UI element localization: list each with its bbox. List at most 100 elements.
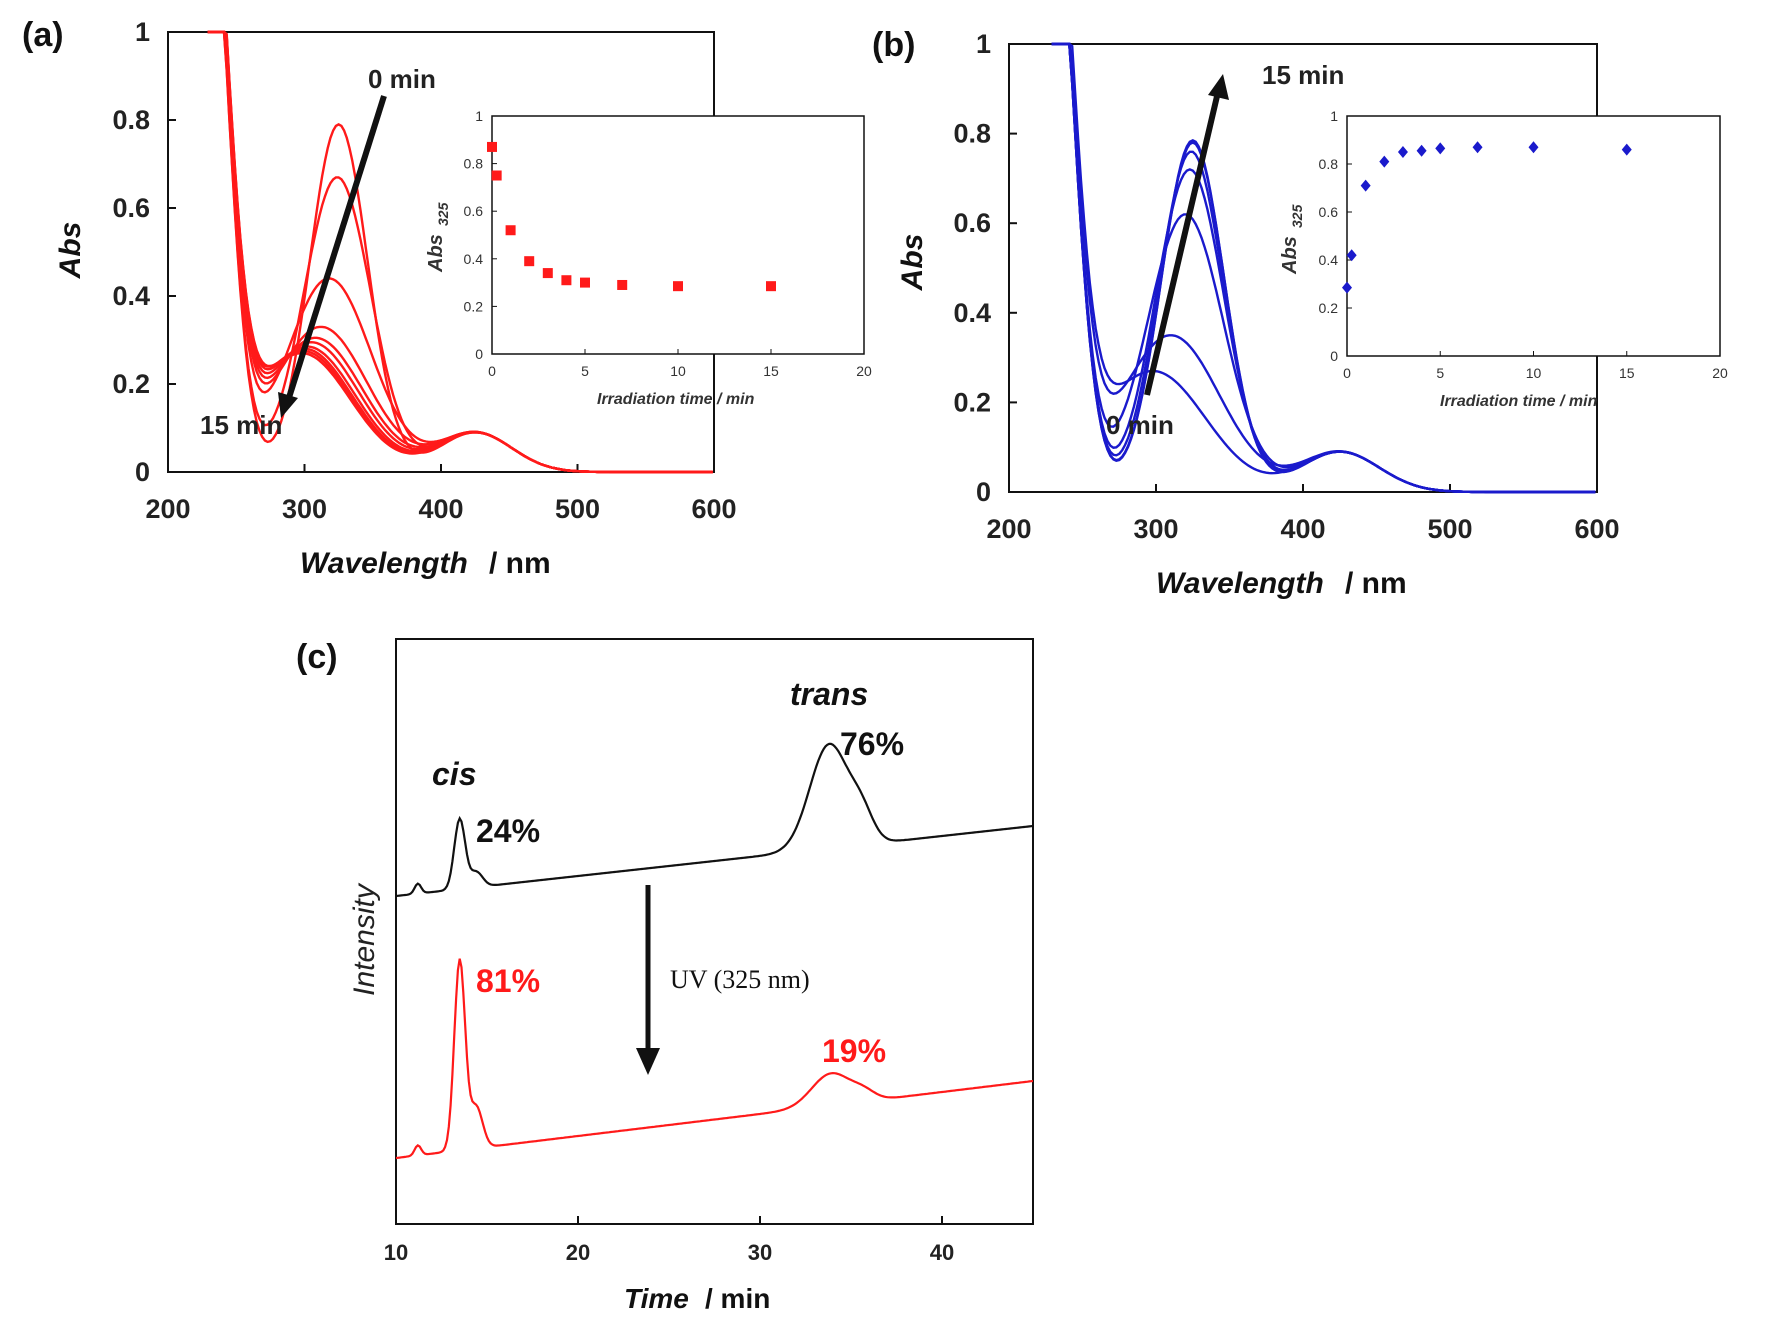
inset-data-point	[524, 256, 535, 267]
y-tick-label: 1	[135, 17, 150, 47]
panel-b-inset-y-title: Abs	[1279, 236, 1301, 275]
panel-a-arrow-start-label: 0 min	[368, 64, 436, 94]
x-tick-label: 600	[1574, 514, 1619, 544]
inset-y-tick-label: 0	[475, 346, 483, 362]
inset-x-tick-label: 0	[488, 363, 496, 379]
trans-label: trans	[790, 676, 868, 712]
x-tick-label: 400	[1280, 514, 1325, 544]
panel-a-inset-points	[487, 141, 776, 292]
y-tick-label: 0	[135, 457, 150, 487]
inset-data-point	[1397, 146, 1408, 158]
panel-a-y-ticks: 0 0.2 0.4 0.6 0.8 1	[112, 17, 176, 487]
y-tick-label: 0.4	[953, 298, 991, 328]
inset-y-tick-label: 1	[1330, 108, 1338, 124]
inset-x-tick-label: 15	[763, 363, 779, 379]
inset-data-point	[1528, 141, 1539, 154]
panel-b-spectra	[1051, 42, 1596, 494]
inset-y-tick-label: 0.2	[464, 298, 484, 314]
inset-data-point	[617, 279, 628, 290]
panel-c-x-ticks: 10 20 30 40	[384, 1216, 954, 1265]
inset-data-point	[580, 277, 590, 288]
inset-y-tick-label: 0.2	[1319, 300, 1339, 316]
inset-data-point	[491, 170, 502, 181]
panel-c-y-title: Intensity	[348, 882, 381, 996]
panel-c: (c) 10 20 30 40 cis trans 24% 76% 81% 19% U…	[296, 638, 1034, 1314]
y-tick-label: 1	[976, 29, 991, 59]
x-tick-label: 200	[145, 494, 190, 524]
inset-data-point	[561, 275, 572, 286]
inset-data-point	[1472, 141, 1483, 154]
panel-b: (b) 00.20.40.60.81 200 300 400 500 600 15 mi…	[872, 26, 1728, 600]
chromatogram-after-uv	[395, 958, 1034, 1160]
y-tick-label: 0	[976, 477, 991, 507]
y-tick-label: 0.8	[953, 119, 991, 149]
panel-a-label: (a)	[22, 16, 64, 54]
panel-b-arrow-end-label: 15 min	[1262, 60, 1344, 90]
panel-a-inset-y-subscript: 325	[435, 202, 451, 226]
x-tick-label: 200	[986, 514, 1031, 544]
inset-data-point	[1621, 143, 1632, 156]
x-tick-label: 600	[691, 494, 736, 524]
inset-data-point	[1416, 144, 1427, 157]
inset-data-point	[1379, 155, 1390, 168]
inset-x-tick-label: 15	[1619, 365, 1635, 381]
inset-data-point	[1346, 249, 1357, 262]
panel-a-arrowhead	[278, 392, 298, 418]
y-tick-label: 0.6	[953, 208, 991, 238]
x-tick-label: 30	[748, 1240, 772, 1265]
y-tick-label: 0.2	[953, 387, 991, 417]
panel-a-y-title: Abs	[54, 222, 87, 280]
panel-b-y-ticks: 0 0.2 0.4 0.6 0.8 1	[953, 29, 1017, 507]
cis-label: cis	[432, 756, 476, 792]
panel-b-label: (b)	[872, 26, 915, 64]
inset-y-tick-label: 0.6	[464, 203, 484, 219]
cis-pct-before: 24%	[476, 813, 540, 849]
inset-x-tick-label: 5	[581, 363, 589, 379]
x-tick-label: 40	[930, 1240, 954, 1265]
panel-b-trend-arrow	[1144, 91, 1221, 396]
panel-b-arrow-start-label: 0 min	[1106, 410, 1174, 440]
panel-b-y-title: Abs	[896, 234, 929, 292]
panel-a-inset-frame	[491, 115, 865, 355]
inset-y-tick-label: 0.4	[1319, 252, 1339, 268]
panel-b-inset-x-title: Irradiation time / min	[1440, 393, 1598, 410]
inset-y-tick-label: 1	[475, 108, 483, 124]
spectrum-line	[207, 30, 713, 474]
x-tick-label: 300	[282, 494, 327, 524]
panel-c-plot-frame	[395, 638, 1034, 1225]
panel-b-x-title: Wavelength	[1156, 567, 1324, 600]
panel-b-x-ticks: 200 300 400 500 600	[986, 484, 1620, 544]
panel-b-x-unit: / nm	[1345, 567, 1407, 600]
inset-x-tick-label: 10	[1526, 365, 1542, 381]
panel-a-inset: 00.20.40.60.810 5 10 15 20 Irradiation time …	[425, 108, 872, 408]
inset-y-tick-label: 0.8	[464, 156, 484, 172]
panel-a-inset-y-title: Abs	[425, 234, 447, 273]
inset-y-tick-label: 0.4	[464, 251, 484, 267]
panel-b-inset: 00.20.40.60.810 5 10 15 20 Irradiation time …	[1279, 108, 1728, 410]
chromatogram-before-uv	[395, 742, 1034, 898]
panel-a-x-ticks: 200 300 400 500 600	[145, 464, 737, 524]
inset-y-tick-label: 0.6	[1319, 204, 1339, 220]
x-tick-label: 500	[1427, 514, 1472, 544]
inset-y-tick-label: 0.8	[1319, 156, 1339, 172]
inset-x-tick-label: 20	[856, 363, 872, 379]
panel-a-x-unit: / nm	[489, 547, 551, 580]
panel-a-inset-ticks: 00.20.40.60.810 5 10 15 20	[464, 108, 872, 379]
x-tick-label: 10	[384, 1240, 408, 1265]
spectrum-line	[1051, 42, 1596, 494]
trans-pct-before: 76%	[840, 726, 904, 762]
inset-data-point	[766, 281, 776, 292]
inset-data-point	[673, 281, 683, 292]
inset-data-point	[487, 141, 497, 152]
panel-c-label: (c)	[296, 638, 338, 676]
panel-a-trend-arrow	[284, 95, 387, 405]
inset-x-tick-label: 20	[1712, 365, 1728, 381]
inset-x-tick-label: 10	[670, 363, 686, 379]
panel-a-arrow-end-label: 15 min	[200, 410, 282, 440]
inset-data-point	[1435, 142, 1446, 155]
uv-arrowhead	[636, 1048, 660, 1075]
panel-c-x-title: Time	[624, 1283, 689, 1314]
inset-data-point	[1342, 281, 1352, 294]
panel-b-inset-ticks: 00.20.40.60.810 5 10 15 20	[1319, 108, 1728, 381]
panel-b-inset-frame	[1346, 115, 1721, 357]
